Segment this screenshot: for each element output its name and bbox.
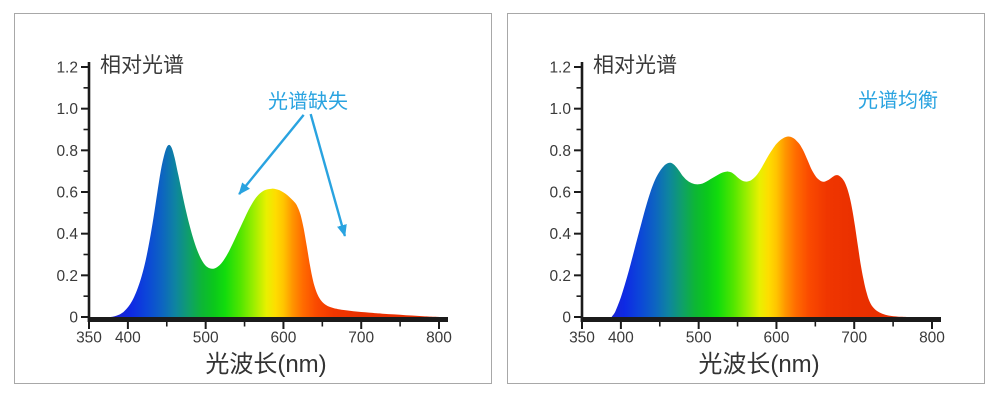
y-tick-label: 0.4 <box>56 226 78 243</box>
chart-generated-layer: 350 400 500 600 700 800 0 0.2 0.4 0.6 0.8 1.0 1.2 <box>56 60 452 347</box>
y-tick-label: 0.2 <box>549 268 571 285</box>
x-tick-label: 350 <box>569 330 595 347</box>
annotation-label-spectrum-balanced: 光谱均衡 <box>858 89 938 112</box>
x-tick-label: 400 <box>115 330 141 347</box>
x-tick-label: 500 <box>193 330 219 347</box>
x-axis <box>87 317 448 322</box>
x-tick-label: 700 <box>348 330 374 347</box>
spectrum-chart-deficient: 350 400 500 600 700 800 0 0.2 0.4 0.6 0.8 1.0 1.2 相对… <box>56 54 452 378</box>
x-axis-title: 光波长(nm) <box>205 351 326 378</box>
y-tick-label: 0.6 <box>549 185 571 202</box>
chart-title: 相对光谱 <box>593 54 677 77</box>
y-tick-label: 0 <box>562 310 571 327</box>
panel-spectrum-deficient: 350 400 500 600 700 800 0 0.2 0.4 0.6 0.8 1.0 1.2 相对… <box>14 13 492 384</box>
spectrum-area <box>611 136 909 317</box>
x-tick-label: 500 <box>686 330 712 347</box>
x-tick-label: 350 <box>76 330 102 347</box>
y-tick-label: 0.6 <box>56 185 78 202</box>
y-tick-label: 0.8 <box>549 143 571 160</box>
y-tick-label: 0 <box>69 310 78 327</box>
x-tick-label: 800 <box>426 330 452 347</box>
y-tick-label: 1.0 <box>549 101 571 118</box>
x-tick-label: 600 <box>271 330 297 347</box>
x-axis <box>580 317 941 322</box>
y-tick-label: 0.8 <box>56 143 78 160</box>
x-tick-label: 800 <box>919 330 945 347</box>
y-tick-label: 1.2 <box>549 60 571 77</box>
chart-title: 相对光谱 <box>100 54 184 77</box>
y-tick-label: 1.0 <box>56 101 78 118</box>
panel-spectrum-balanced: 350 400 500 600 700 800 0 0.2 0.4 0.6 0.8 1.0 1.2 相对… <box>507 13 985 384</box>
x-tick-label: 600 <box>764 330 790 347</box>
x-tick-label: 400 <box>608 330 634 347</box>
spectrum-area <box>110 144 440 317</box>
y-tick-label: 0.2 <box>56 268 78 285</box>
y-tick-label: 1.2 <box>56 60 78 77</box>
x-tick-label: 700 <box>841 330 867 347</box>
annotation-label-spectrum-missing: 光谱缺失 <box>268 90 348 113</box>
x-axis-title: 光波长(nm) <box>698 351 819 378</box>
chart-generated-layer: 350 400 500 600 700 800 0 0.2 0.4 0.6 0.8 1.0 1.2 <box>549 60 945 347</box>
y-tick-label: 0.4 <box>549 226 571 243</box>
annotation-arrow <box>238 114 305 195</box>
spectrum-chart-balanced: 350 400 500 600 700 800 0 0.2 0.4 0.6 0.8 1.0 1.2 相对… <box>549 54 945 378</box>
annotation-arrow <box>309 113 347 237</box>
